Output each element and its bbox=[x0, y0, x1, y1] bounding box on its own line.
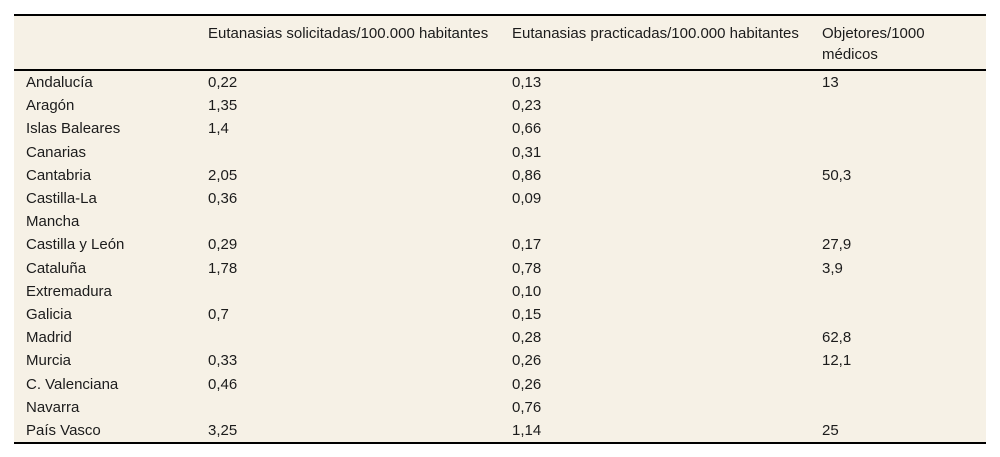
solicitadas-cell: 1,78 bbox=[208, 259, 238, 277]
table-row: C. Valenciana 0,46 0,26 bbox=[14, 373, 986, 396]
region-cell: Aragón bbox=[26, 97, 75, 115]
practicadas-cell: 0,26 bbox=[512, 352, 542, 370]
header-eutanasias-practicadas: Eutanasias practicadas/100.000 habitante… bbox=[500, 15, 810, 71]
objetores-cell bbox=[810, 94, 986, 117]
region-cell: Navarra bbox=[26, 398, 80, 416]
table-row: Galicia 0,7 0,15 bbox=[14, 303, 986, 326]
practicadas-cell: 1,14 bbox=[512, 422, 542, 440]
region-cell: Castilla y León bbox=[26, 236, 125, 254]
objetores-cell bbox=[810, 373, 986, 396]
region-cell: Madrid bbox=[26, 329, 72, 347]
solicitadas-cell: 0,29 bbox=[208, 236, 238, 254]
objetores-cell: 12,1 bbox=[822, 352, 852, 370]
practicadas-cell: 0,23 bbox=[512, 97, 542, 115]
practicadas-cell: 0,09 bbox=[512, 190, 542, 208]
region-cell: Cantabria bbox=[26, 166, 92, 184]
practicadas-cell: 0,15 bbox=[512, 306, 542, 324]
region-cell: Extremadura bbox=[26, 282, 112, 300]
euthanasia-statistics-table: Eutanasias solicitadas/100.000 habitante… bbox=[14, 14, 986, 445]
solicitadas-cell: 1,35 bbox=[208, 97, 238, 115]
objetores-cell bbox=[810, 303, 986, 326]
solicitadas-cell: 0,36 bbox=[208, 190, 238, 208]
table-row: Navarra 0,76 bbox=[14, 396, 986, 419]
objetores-cell bbox=[810, 141, 986, 164]
practicadas-cell: 0,17 bbox=[512, 236, 542, 254]
solicitadas-cell bbox=[196, 326, 500, 349]
objetores-cell bbox=[810, 280, 986, 303]
objetores-cell: 50,3 bbox=[822, 166, 852, 184]
objetores-cell: 3,9 bbox=[822, 259, 843, 277]
region-cell: Murcia bbox=[26, 352, 72, 370]
practicadas-cell: 0,31 bbox=[512, 143, 542, 161]
practicadas-cell: 0,66 bbox=[512, 120, 542, 138]
header-objetores: Objetores/1000 médicos bbox=[810, 15, 986, 71]
objetores-cell bbox=[810, 117, 986, 140]
objetores-cell: 13 bbox=[822, 74, 839, 91]
header-eutanasias-solicitadas: Eutanasias solicitadas/100.000 habitante… bbox=[196, 15, 500, 71]
header-row: Eutanasias solicitadas/100.000 habitante… bbox=[14, 15, 986, 71]
objetores-cell: 27,9 bbox=[822, 236, 852, 254]
table-row: Aragón 1,35 0,23 bbox=[14, 94, 986, 117]
region-cell: Andalucía bbox=[26, 74, 93, 91]
objetores-cell bbox=[810, 187, 986, 233]
solicitadas-cell bbox=[196, 280, 500, 303]
header-region-blank bbox=[14, 15, 196, 71]
practicadas-cell: 0,78 bbox=[512, 259, 542, 277]
region-cell: Canarias bbox=[26, 143, 87, 161]
table-row: Andalucía 0,22 0,13 13 bbox=[14, 70, 986, 94]
region-cell: Galicia bbox=[26, 306, 72, 324]
practicadas-cell: 0,28 bbox=[512, 329, 542, 347]
practicadas-cell: 0,26 bbox=[512, 375, 542, 393]
solicitadas-cell: 2,05 bbox=[208, 166, 238, 184]
practicadas-cell: 0,10 bbox=[512, 282, 542, 300]
objetores-cell: 62,8 bbox=[822, 329, 852, 347]
practicadas-cell: 0,13 bbox=[512, 74, 542, 91]
table-row: Castilla y León 0,29 0,17 27,9 bbox=[14, 233, 986, 256]
solicitadas-cell bbox=[196, 141, 500, 164]
solicitadas-cell: 3,25 bbox=[208, 422, 238, 440]
solicitadas-cell bbox=[196, 396, 500, 419]
objetores-cell bbox=[810, 396, 986, 419]
table-row: Islas Baleares 1,4 0,66 bbox=[14, 117, 986, 140]
solicitadas-cell: 0,46 bbox=[208, 375, 238, 393]
region-cell: Castilla-La Mancha bbox=[26, 190, 97, 231]
region-cell: País Vasco bbox=[26, 422, 101, 440]
solicitadas-cell: 0,7 bbox=[208, 306, 229, 324]
table-row: Castilla-La Mancha 0,36 0,09 bbox=[14, 187, 986, 233]
region-cell: Cataluña bbox=[26, 259, 87, 277]
solicitadas-cell: 0,22 bbox=[208, 74, 238, 91]
objetores-cell: 25 bbox=[822, 422, 839, 440]
table-row: País Vasco 3,25 1,14 25 bbox=[14, 419, 986, 443]
table-body: Andalucía 0,22 0,13 13 Aragón 1,35 0,23 Islas B… bbox=[14, 70, 986, 443]
table-row: Extremadura 0,10 bbox=[14, 280, 986, 303]
practicadas-cell: 0,86 bbox=[512, 166, 542, 184]
solicitadas-cell: 1,4 bbox=[208, 120, 229, 138]
table-row: Cantabria 2,05 0,86 50,3 bbox=[14, 164, 986, 187]
practicadas-cell: 0,76 bbox=[512, 398, 542, 416]
region-cell: C. Valenciana bbox=[26, 375, 119, 393]
region-cell: Islas Baleares bbox=[26, 120, 121, 138]
solicitadas-cell: 0,33 bbox=[208, 352, 238, 370]
table-row: Canarias 0,31 bbox=[14, 141, 986, 164]
table-row: Murcia 0,33 0,26 12,1 bbox=[14, 349, 986, 372]
table-row: Madrid 0,28 62,8 bbox=[14, 326, 986, 349]
table-row: Cataluña 1,78 0,78 3,9 bbox=[14, 257, 986, 280]
